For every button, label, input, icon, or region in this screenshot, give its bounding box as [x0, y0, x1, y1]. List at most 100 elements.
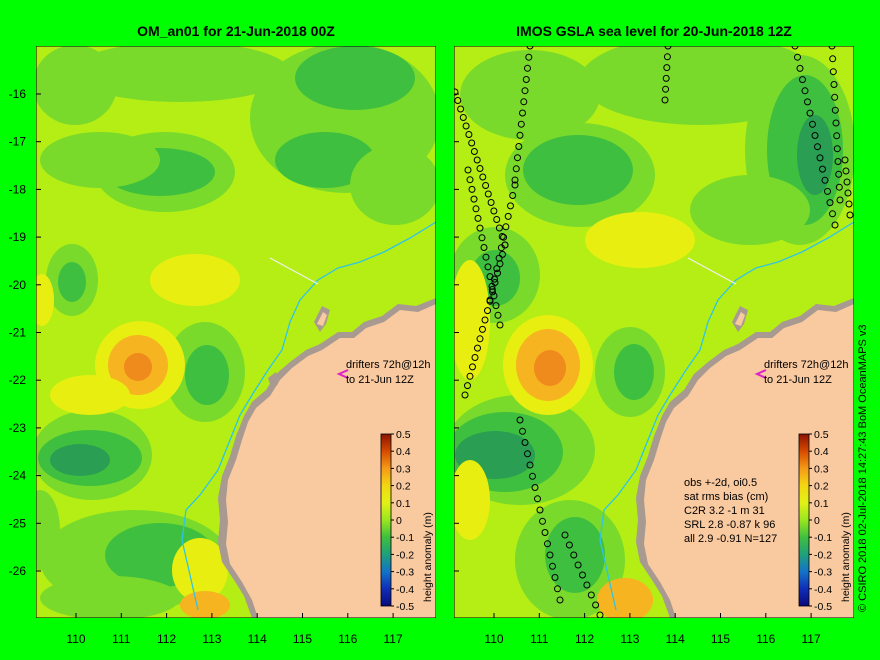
altimeter-obs-marker — [842, 167, 850, 175]
altimeter-obs-marker — [522, 76, 530, 83]
colorbar-tick-label: -0.4 — [814, 584, 832, 596]
altimeter-obs-marker — [531, 484, 539, 491]
altimeter-obs-marker — [791, 46, 799, 50]
altimeter-obs-marker — [524, 64, 531, 72]
altimeter-obs-marker — [486, 296, 494, 304]
colorbar-tick-label: 0.3 — [396, 463, 411, 475]
altimeter-obs-marker — [504, 212, 512, 220]
colorbar-tick-label: -0.1 — [814, 532, 832, 544]
altimeter-obs-marker — [517, 120, 525, 128]
altimeter-obs-marker — [495, 254, 503, 262]
altimeter-obs-marker — [519, 109, 526, 117]
altimeter-obs-marker — [487, 199, 495, 206]
altimeter-obs-marker — [814, 143, 821, 151]
altimeter-obs-marker — [836, 196, 844, 204]
lon-tick-label: 113 — [620, 632, 639, 646]
lat-tick-label: -23 — [9, 421, 27, 435]
altimeter-obs-marker — [493, 216, 501, 223]
altimeter-obs-marker — [500, 233, 508, 241]
altimeter-obs-marker — [529, 472, 536, 480]
altimeter-obs-marker — [520, 98, 528, 106]
altimeter-obs-marker — [544, 540, 551, 548]
colorbar-tick-label: 0.5 — [396, 429, 411, 441]
altimeter-obs-marker — [583, 581, 591, 589]
altimeter-obs-marker — [468, 139, 476, 147]
colorbar-tick-label: -0.3 — [396, 567, 414, 579]
altimeter-obs-marker — [833, 145, 841, 153]
altimeter-obs-marker — [494, 311, 502, 319]
altimeter-obs-marker — [474, 344, 481, 352]
altimeter-obs-marker — [561, 531, 569, 539]
altimeter-obs-marker — [536, 506, 544, 514]
altimeter-obs-marker — [472, 205, 480, 213]
altimeter-obs-marker — [570, 551, 578, 559]
left-drifter-label-1: drifters 72h@12h — [346, 359, 431, 371]
colorbar-tick-label: 0.1 — [814, 498, 829, 510]
altimeter-obs-marker — [664, 46, 672, 50]
lon-tick-label: 110 — [66, 632, 85, 646]
colorbar-tick-label: -0.2 — [396, 549, 414, 561]
altimeter-obs-marker — [662, 74, 670, 82]
colorbar-label: height anomaly (m) — [422, 512, 434, 602]
altimeter-obs-marker — [835, 183, 843, 191]
altimeter-obs-marker — [484, 190, 492, 198]
lon-tick-label: 114 — [248, 632, 267, 646]
altimeter-obs-marker — [496, 321, 504, 329]
altimeter-obs-marker — [454, 88, 459, 96]
altimeter-obs-marker — [461, 391, 469, 399]
lat-tick-label: -26 — [9, 564, 27, 578]
altimeter-obs-marker — [470, 195, 478, 203]
stats-line: sat rms bias (cm) — [684, 491, 768, 503]
altimeter-obs-marker — [509, 192, 517, 199]
lat-tick-label: -16 — [9, 87, 27, 101]
altimeter-obs-marker — [834, 158, 842, 165]
altimeter-obs-marker — [579, 571, 586, 579]
altimeter-obs-marker — [534, 495, 541, 503]
altimeter-obs-marker — [811, 132, 819, 139]
left-map-title: OM_an01 for 21-Jun-2018 00Z — [137, 23, 335, 39]
altimeter-obs-marker — [498, 233, 506, 240]
altimeter-obs-marker — [488, 282, 496, 290]
altimeter-obs-marker — [809, 120, 816, 128]
altimeter-obs-marker — [495, 224, 503, 232]
altimeter-obs-marker — [829, 55, 837, 63]
altimeter-obs-marker — [488, 286, 496, 293]
colorbar-tick-label: 0.1 — [396, 498, 411, 510]
altimeter-obs-marker — [469, 363, 476, 371]
altimeter-obs-marker — [468, 185, 476, 193]
altimeter-obs-marker — [519, 427, 526, 435]
altimeter-obs-marker — [514, 154, 521, 162]
altimeter-obs-marker — [512, 165, 520, 173]
altimeter-obs-marker — [490, 207, 498, 215]
colorbar-tick-label: 0.4 — [396, 446, 411, 458]
right-colorbar: 0.5 0.4 0.3 0.2 0.1 0 -0.1 -0.2 -0.3 -0.4 -0.5 heig… — [798, 429, 852, 613]
altimeter-obs-marker — [481, 316, 489, 324]
colorbar-tick-label: 0.2 — [814, 481, 829, 493]
altimeter-obs-marker — [844, 189, 852, 197]
altimeter-obs-marker — [830, 81, 838, 88]
colorbar-tick-label: -0.4 — [396, 584, 414, 596]
altimeter-obs-marker — [661, 96, 669, 104]
altimeter-obs-marker — [832, 119, 840, 127]
altimeter-obs-marker — [474, 214, 482, 222]
altimeter-obs-marker — [819, 165, 826, 173]
altimeter-obs-marker — [490, 292, 498, 300]
right-map-title: IMOS GSLA sea level for 20-Jun-2018 12Z — [516, 23, 792, 39]
altimeter-obs-marker — [478, 234, 486, 242]
altimeter-obs-marker — [466, 176, 474, 184]
lat-tick-label: -24 — [9, 469, 27, 483]
altimeter-obs-marker — [454, 97, 462, 104]
altimeter-obs-marker — [799, 76, 806, 84]
colorbar-tick-label: 0.4 — [814, 446, 829, 458]
altimeter-obs-marker — [574, 561, 582, 569]
altimeter-obs-marker — [592, 601, 600, 609]
altimeter-obs-marker — [587, 591, 595, 599]
altimeter-obs-marker — [663, 53, 671, 61]
altimeter-obs-marker — [493, 265, 501, 273]
lat-tick-label: -20 — [9, 278, 27, 292]
altimeter-obs-marker — [516, 131, 524, 139]
altimeter-obs-marker — [479, 325, 486, 333]
altimeter-obs-marker — [471, 354, 479, 361]
altimeter-obs-marker — [821, 176, 829, 184]
lat-tick-label: -17 — [9, 135, 27, 149]
